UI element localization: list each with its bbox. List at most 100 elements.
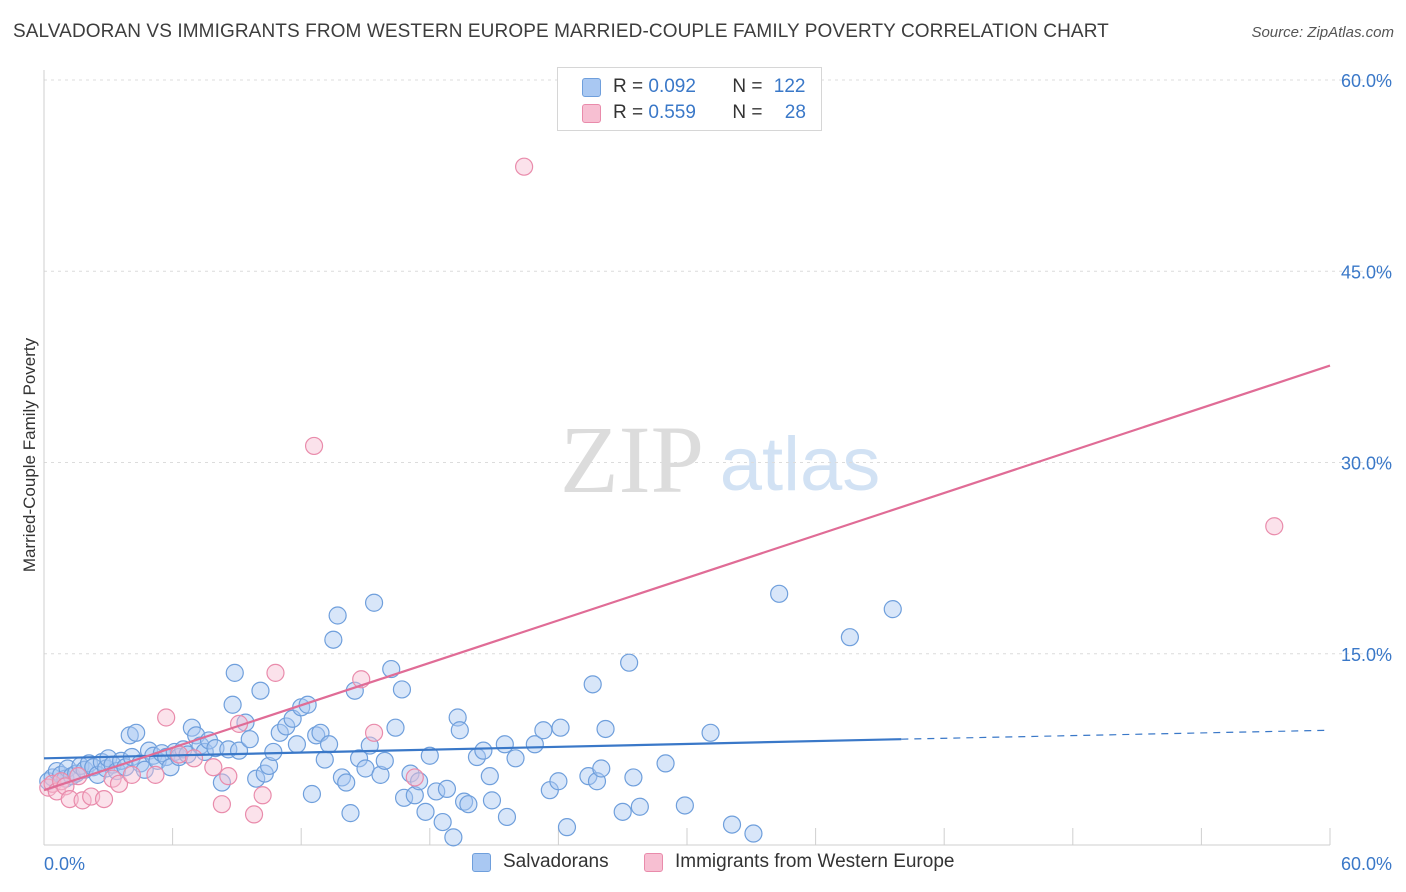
point-immigrants: [109, 774, 129, 793]
point-salvadorans: [624, 768, 643, 787]
legend-r-label: R =: [613, 76, 649, 97]
point-immigrants: [122, 765, 141, 784]
point-salvadorans: [497, 807, 517, 827]
point-salvadorans: [722, 815, 742, 834]
legend-swatch-blue: [582, 77, 601, 97]
legend-n-value: 28: [784, 102, 806, 123]
point-salvadorans: [883, 600, 902, 619]
point-salvadorans: [315, 750, 334, 769]
legend-swatch-pink: [582, 103, 601, 123]
legend-swatch-blue: [472, 852, 491, 872]
legend-item-salvadorans: Salvadorans: [472, 851, 609, 873]
tick-labels: 15.0% 30.0% 45.0% 60.0% 0.0% 60.0%: [44, 71, 1392, 874]
point-salvadorans: [551, 718, 570, 737]
legend-label-salvadorans: Salvadorans: [503, 851, 609, 872]
point-salvadorans: [225, 663, 244, 682]
watermark-zip: ZIP: [560, 406, 704, 513]
legend-row-salvadorans: R = 0.092 N = 122: [582, 76, 805, 98]
point-immigrants: [60, 789, 79, 809]
point-salvadorans: [592, 759, 611, 778]
correlation-legend: R = 0.092 N = 122 R = 0.559 N = 28: [557, 67, 822, 131]
point-salvadorans: [630, 797, 649, 816]
point-salvadorans: [319, 735, 339, 754]
source-label: Source: ZipAtlas.com: [1251, 24, 1394, 41]
point-salvadorans: [394, 788, 414, 807]
point-salvadorans: [495, 735, 514, 754]
point-salvadorans: [375, 751, 394, 770]
y-tick-label: 30.0%: [1341, 454, 1392, 474]
x-tick-label-max: 60.0%: [1341, 854, 1392, 874]
point-salvadorans: [287, 735, 307, 754]
point-immigrants: [364, 723, 384, 742]
series-immigrants-western-europe: [39, 157, 1284, 824]
point-salvadorans: [371, 765, 390, 784]
point-immigrants: [212, 795, 231, 814]
point-salvadorans: [596, 719, 615, 739]
point-salvadorans: [328, 606, 347, 625]
trend-line-salvadorans: [43, 738, 902, 760]
point-salvadorans: [437, 779, 457, 799]
point-salvadorans: [259, 756, 279, 776]
point-salvadorans: [427, 782, 446, 801]
point-salvadorans: [127, 723, 146, 742]
point-salvadorans: [386, 718, 405, 737]
point-salvadorans: [656, 754, 675, 773]
trend-line-salvadorans-extension: [901, 729, 1331, 740]
point-salvadorans: [223, 695, 242, 714]
point-salvadorans: [206, 738, 225, 758]
point-immigrants: [515, 157, 534, 176]
point-salvadorans: [474, 741, 493, 760]
point-salvadorans: [534, 721, 553, 740]
point-immigrants: [304, 436, 324, 456]
legend-n-label: N =: [732, 76, 768, 97]
point-salvadorans: [840, 628, 859, 647]
point-immigrants: [266, 663, 285, 682]
legend-n-label: N =: [732, 102, 768, 123]
point-salvadorans: [506, 749, 525, 768]
point-salvadorans: [341, 804, 360, 823]
point-salvadorans: [480, 767, 499, 786]
point-salvadorans: [675, 796, 694, 815]
point-salvadorans: [620, 653, 639, 672]
point-immigrants: [253, 786, 272, 805]
legend-item-immigrants: Immigrants from Western Europe: [644, 851, 954, 873]
point-salvadorans: [356, 759, 375, 778]
point-salvadorans: [349, 749, 369, 768]
point-salvadorans: [240, 730, 259, 749]
point-immigrants: [146, 765, 165, 784]
point-salvadorans: [744, 824, 763, 843]
point-salvadorans: [420, 746, 439, 765]
x-tick-label-min: 0.0%: [44, 854, 85, 874]
point-salvadorans: [264, 742, 283, 762]
point-immigrants: [73, 791, 92, 810]
legend-label-immigrants: Immigrants from Western Europe: [675, 851, 955, 872]
point-salvadorans: [298, 695, 317, 714]
legend-r-value: 0.092: [648, 76, 696, 97]
watermark-atlas: atlas: [720, 422, 881, 507]
trend-line-immigrants: [43, 364, 1331, 792]
point-immigrants: [405, 768, 424, 787]
point-immigrants: [1265, 517, 1284, 536]
point-salvadorans: [405, 786, 424, 805]
legend-r-label: R =: [613, 102, 649, 123]
point-immigrants: [204, 758, 223, 777]
point-salvadorans: [444, 828, 463, 847]
point-salvadorans: [613, 802, 632, 821]
chart-title: SALVADORAN VS IMMIGRANTS FROM WESTERN EU…: [13, 21, 1109, 42]
point-immigrants: [219, 767, 238, 786]
y-tick-label: 45.0%: [1341, 262, 1392, 282]
point-salvadorans: [324, 630, 343, 649]
point-salvadorans: [549, 772, 568, 791]
legend-r-value: 0.559: [648, 102, 696, 123]
axes: [43, 70, 1331, 846]
point-salvadorans: [247, 769, 266, 788]
point-salvadorans: [557, 818, 577, 837]
point-salvadorans: [583, 675, 602, 694]
point-salvadorans: [392, 680, 412, 699]
series-legend: Salvadorans Immigrants from Western Euro…: [0, 851, 1406, 877]
point-immigrants: [157, 708, 176, 727]
legend-row-immigrants: R = 0.559 N = 28: [582, 102, 806, 124]
point-immigrants: [94, 789, 114, 809]
legend-swatch-pink: [644, 852, 663, 872]
